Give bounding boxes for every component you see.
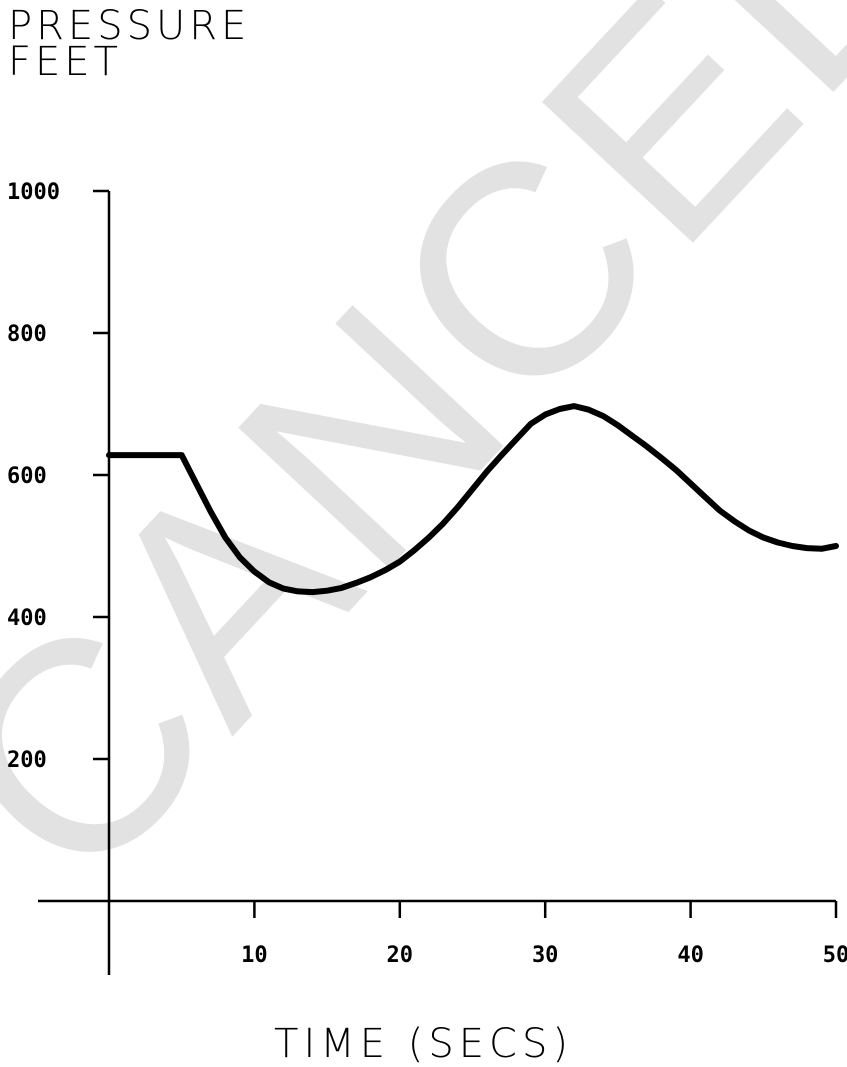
x-tick-label-30: 30 [532, 943, 559, 968]
x-tick-label-10: 10 [241, 943, 268, 968]
y-axis-label-line-2: FEET [8, 39, 122, 85]
y-tick-label-600: 600 [7, 464, 47, 489]
y-tick-label-800: 800 [7, 322, 47, 347]
x-tick-label-50: 50 [823, 943, 847, 968]
watermark-text: CANCELLED [0, 0, 847, 944]
y-axis-label-line-1: PRESSURE [8, 3, 251, 49]
x-tick-label-20: 20 [387, 943, 414, 968]
y-tick-label-1000: 1000 [7, 180, 60, 205]
x-axis-label: TIME (SECS) [274, 1021, 573, 1067]
y-tick-label-200: 200 [7, 748, 47, 773]
series-line-0 [106, 403, 839, 596]
y-tick-label-400: 400 [7, 606, 47, 631]
x-tick-label-40: 40 [677, 943, 704, 968]
